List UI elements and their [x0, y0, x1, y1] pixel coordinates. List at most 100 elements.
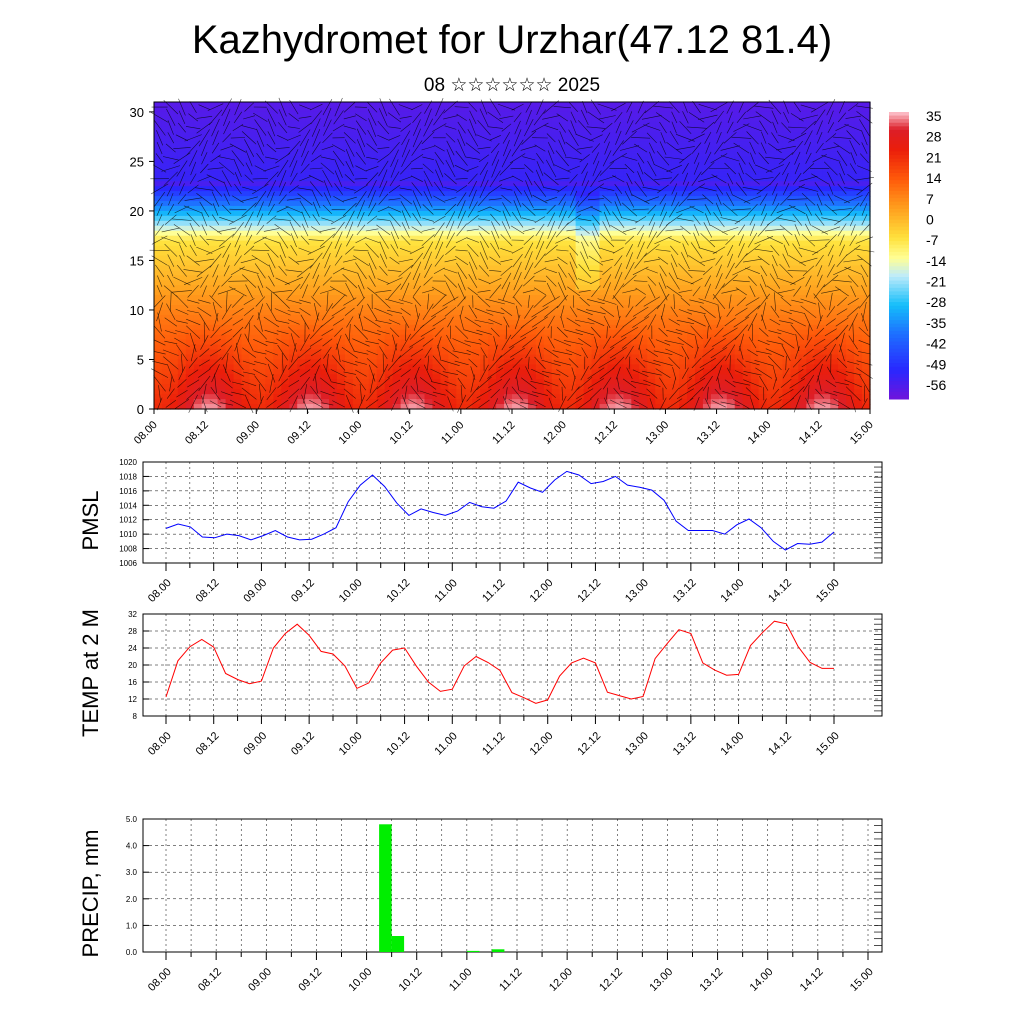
heatmap-cell [313, 379, 322, 385]
heatmap-cell [599, 384, 609, 390]
heatmap-cell [766, 290, 776, 296]
heatmap-cell [169, 116, 179, 123]
heatmap-cell [297, 141, 306, 148]
heatmap-cell [185, 126, 195, 133]
heatmap-cell [464, 349, 473, 356]
heatmap-cell [647, 161, 656, 167]
heatmap-cell [225, 176, 235, 182]
heatmap-cell [257, 106, 266, 113]
heatmap-cell [249, 339, 259, 346]
heatmap-cell [567, 295, 577, 301]
heatmap-cell [607, 230, 617, 237]
heatmap-cell [154, 126, 163, 133]
heatmap-cell [321, 374, 330, 380]
heatmap-cell [408, 334, 418, 341]
heatmap-cell [750, 270, 760, 276]
heatmap-cell [647, 354, 656, 361]
heatmap-cell [352, 146, 362, 153]
heatmap-cell [671, 151, 680, 158]
heatmap-cell [416, 166, 426, 172]
heatmap-cell [663, 255, 672, 262]
heatmap-cell [193, 215, 203, 222]
heatmap-cell [750, 116, 760, 123]
heatmap-cell [241, 215, 251, 222]
heatmap-cell [265, 379, 274, 385]
heatmap-cell [376, 205, 386, 212]
heatmap-cell [766, 285, 776, 291]
heatmap-cell [281, 131, 290, 138]
heatmap-cell [750, 230, 760, 237]
heatmap-cell [710, 394, 720, 400]
heatmap-cell [488, 324, 497, 331]
heatmap-cell [551, 324, 561, 331]
heatmap-cell [583, 275, 593, 281]
heatmap-cell [408, 240, 418, 247]
heatmap-cell [488, 215, 497, 222]
heatmap-cell [710, 359, 720, 366]
heatmap-cell [647, 151, 656, 158]
heatmap-cell [663, 250, 672, 257]
heatmap-cell [631, 245, 640, 252]
heatmap-cell [774, 369, 784, 375]
heatmap-cell [400, 384, 410, 390]
heatmap-cell [360, 196, 370, 202]
heatmap-cell [782, 146, 792, 153]
heatmap-cell [440, 319, 449, 326]
heatmap-cell [384, 309, 394, 316]
heatmap-cell [607, 196, 617, 202]
heatmap-cell [169, 240, 179, 247]
heatmap-cell [464, 215, 473, 222]
heatmap-cell [368, 374, 378, 380]
heatmap-cell [623, 106, 632, 113]
heatmap-cell [543, 399, 553, 405]
heatmap-cell [504, 369, 513, 375]
heatmap-cell [567, 126, 577, 133]
heatmap-cell [464, 364, 473, 370]
heatmap-cell [647, 141, 656, 148]
heatmap-cell [392, 394, 402, 400]
heatmap-cell [440, 245, 449, 252]
heatmap-cell [512, 215, 521, 222]
heatmap-cell [615, 329, 624, 336]
heatmap-cell [718, 166, 728, 172]
heatmap-cell [519, 121, 529, 128]
heatmap-cell [774, 270, 784, 276]
heatmap-cell [384, 156, 394, 163]
heatmap-cell [177, 404, 187, 410]
heatmap-cell [177, 121, 187, 128]
heatmap-cell [758, 156, 768, 163]
heatmap-cell [329, 359, 338, 366]
heatmap-cell [472, 354, 481, 361]
heatmap-cell [313, 394, 322, 400]
heatmap-cell [424, 235, 434, 242]
heatmap-cell [766, 171, 776, 177]
heatmap-cell [424, 374, 434, 380]
heatmap-cell [456, 384, 465, 390]
heatmap-cell [710, 151, 720, 158]
heatmap-cell [623, 275, 632, 281]
heatmap-cell [281, 220, 290, 227]
heatmap-cell [344, 205, 354, 212]
heatmap-cell [265, 374, 274, 380]
heatmap-cell [424, 181, 434, 187]
heatmap-cell [352, 201, 362, 207]
heatmap-cell [329, 235, 338, 242]
heatmap-cell [321, 215, 330, 222]
heatmap-cell [360, 329, 370, 336]
heatmap-cell [408, 359, 418, 366]
heatmap-cell [615, 324, 624, 331]
heatmap-cell [464, 389, 473, 395]
heatmap-cell [742, 344, 752, 351]
heatmap-cell [702, 344, 712, 351]
heatmap-cell [758, 394, 768, 400]
heatmap-cell [679, 354, 688, 361]
heatmap-cell [408, 102, 418, 108]
heatmap-cell [344, 309, 354, 316]
heatmap-cell [527, 314, 537, 321]
heatmap-cell [543, 369, 553, 375]
heatmap-cell [352, 151, 362, 158]
heatmap-cell [504, 280, 513, 286]
heatmap-cell [273, 379, 282, 385]
heatmap-cell [344, 126, 354, 133]
heatmap-cell [710, 295, 720, 301]
